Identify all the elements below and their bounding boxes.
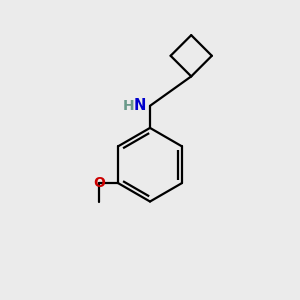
Text: H: H (123, 99, 135, 113)
Text: O: O (93, 176, 105, 190)
Text: N: N (134, 98, 146, 113)
